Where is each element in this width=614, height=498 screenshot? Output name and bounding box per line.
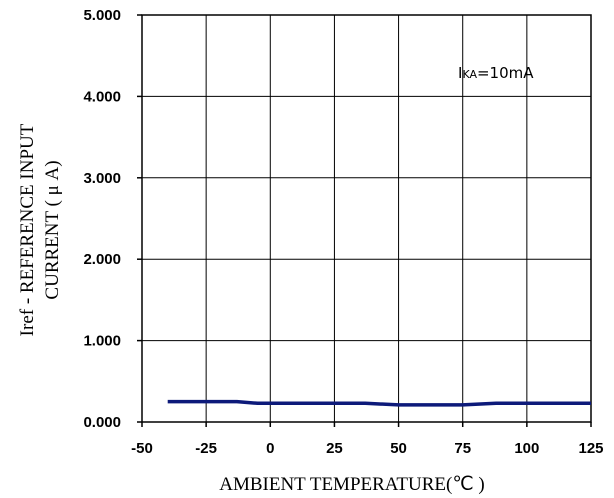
x-tick-label: 0 xyxy=(266,440,274,457)
x-tick-label: 75 xyxy=(454,440,471,457)
plot-area-border xyxy=(141,14,592,423)
y-tick-label: 4.000 xyxy=(83,88,121,105)
annotation: IKA=10mA xyxy=(458,64,534,82)
y-axis-title-line2: CURRENT ( μ A) xyxy=(42,160,63,299)
x-tick-label: 125 xyxy=(578,440,603,457)
plot-frame xyxy=(137,14,592,427)
y-tick-label: 2.000 xyxy=(83,251,121,268)
x-tick-labels: -50 -25 0 25 50 75 100 125 xyxy=(131,440,603,457)
x-tick-label: 25 xyxy=(326,440,343,457)
y-axis-title-line1: Iref - REFERENCE INPUT xyxy=(17,123,38,336)
x-axis-title: AMBIENT TEMPERATURE(℃ ) xyxy=(219,474,485,495)
y-tick-label: 1.000 xyxy=(83,333,121,350)
x-tick-label: -50 xyxy=(131,440,153,457)
annotation-prefix: I xyxy=(458,64,462,82)
x-tick-label: -25 xyxy=(195,440,217,457)
y-tick-label: 0.000 xyxy=(83,414,121,431)
annotation-subscript: KA xyxy=(462,68,477,81)
series xyxy=(167,399,591,407)
annotation-rest: =10mA xyxy=(477,64,534,82)
y-tick-labels: 0.000 1.000 2.000 3.000 4.000 5.000 xyxy=(83,7,121,431)
series-line xyxy=(167,399,591,407)
y-tick-label: 3.000 xyxy=(83,170,121,187)
x-tick-label: 100 xyxy=(514,440,539,457)
x-tick-label: 50 xyxy=(390,440,407,457)
y-tick-label: 5.000 xyxy=(83,7,121,24)
